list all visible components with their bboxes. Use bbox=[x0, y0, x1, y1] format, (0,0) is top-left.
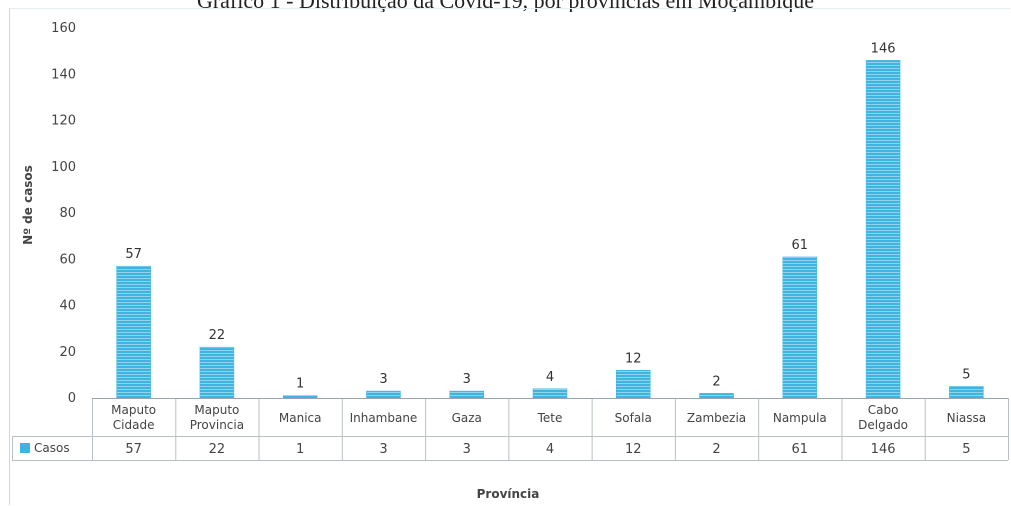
x-axis-label: Província bbox=[477, 487, 540, 501]
bar bbox=[699, 393, 734, 399]
chart-frame bbox=[9, 8, 1010, 505]
y-tick-label: 160 bbox=[51, 21, 76, 36]
y-tick-label: 100 bbox=[51, 160, 76, 175]
x-category-label: Cidade bbox=[113, 418, 155, 432]
bar bbox=[865, 60, 901, 399]
legend-swatch-casos bbox=[20, 443, 30, 453]
bar-data-label: 4 bbox=[546, 370, 554, 385]
table-value: 22 bbox=[209, 442, 226, 457]
x-category-label: Tete bbox=[537, 411, 563, 425]
x-category-label: Sofala bbox=[615, 411, 652, 425]
y-tick-label: 60 bbox=[59, 252, 76, 267]
x-category-label: Zambezia bbox=[687, 411, 746, 425]
y-tick-label: 40 bbox=[59, 299, 76, 314]
bar-data-label: 12 bbox=[625, 351, 642, 366]
y-tick-label: 120 bbox=[51, 114, 76, 129]
table-value: 3 bbox=[379, 442, 387, 457]
table-value: 3 bbox=[463, 442, 471, 457]
table-value: 61 bbox=[792, 442, 809, 457]
y-tick-label: 0 bbox=[68, 391, 76, 406]
bar bbox=[616, 370, 651, 399]
bar-data-label: 3 bbox=[463, 372, 471, 387]
bar bbox=[949, 386, 984, 399]
bar bbox=[366, 390, 401, 399]
bar-data-label: 57 bbox=[125, 247, 142, 262]
bar-data-label: 22 bbox=[209, 328, 226, 343]
bar-data-label: 2 bbox=[712, 374, 720, 389]
x-category-label: Delgado bbox=[858, 418, 908, 432]
x-category-label: Niassa bbox=[947, 411, 987, 425]
bar bbox=[199, 346, 235, 399]
bar-data-label: 5 bbox=[962, 367, 970, 382]
bar bbox=[116, 265, 151, 399]
y-tick-label: 20 bbox=[59, 345, 76, 360]
table-value: 2 bbox=[712, 442, 720, 457]
table-value: 5 bbox=[962, 442, 970, 457]
bar-data-label: 61 bbox=[792, 238, 809, 253]
x-category-label: Gaza bbox=[452, 411, 482, 425]
table-value: 146 bbox=[871, 442, 896, 457]
x-category-label: Inhambane bbox=[350, 411, 418, 425]
y-axis: 0 20 40 60 80 100 120 140 160 bbox=[51, 21, 76, 406]
y-tick-label: 80 bbox=[59, 206, 76, 221]
table-value: 12 bbox=[625, 442, 642, 457]
x-category-label: Nampula bbox=[773, 411, 827, 425]
x-category-label: Maputo bbox=[111, 403, 156, 417]
y-tick-label: 140 bbox=[51, 67, 76, 82]
bar-series-casos: 57 22 1 3 3 4 12 2 61 146 5 bbox=[116, 41, 984, 399]
bar bbox=[282, 395, 318, 399]
legend-label-casos: Casos bbox=[34, 441, 70, 455]
bar-data-label: 3 bbox=[379, 372, 387, 387]
table-value: 57 bbox=[125, 442, 142, 457]
y-axis-label: Nº de casos bbox=[21, 165, 35, 245]
x-category-label: Provincia bbox=[190, 418, 244, 432]
x-category-label: Maputo bbox=[194, 403, 239, 417]
bar bbox=[532, 388, 568, 399]
bar-data-label: 1 bbox=[296, 377, 304, 392]
table-value: 1 bbox=[296, 442, 304, 457]
table-value: 4 bbox=[546, 442, 554, 457]
bar-data-label: 146 bbox=[871, 41, 896, 56]
bar bbox=[449, 390, 484, 399]
x-category-label: Manica bbox=[279, 411, 322, 425]
bar bbox=[782, 256, 818, 399]
x-category-label: Cabo bbox=[868, 403, 899, 417]
chart-title: Gráfico 1 - Distribuição da Covid-19, po… bbox=[0, 0, 1011, 12]
